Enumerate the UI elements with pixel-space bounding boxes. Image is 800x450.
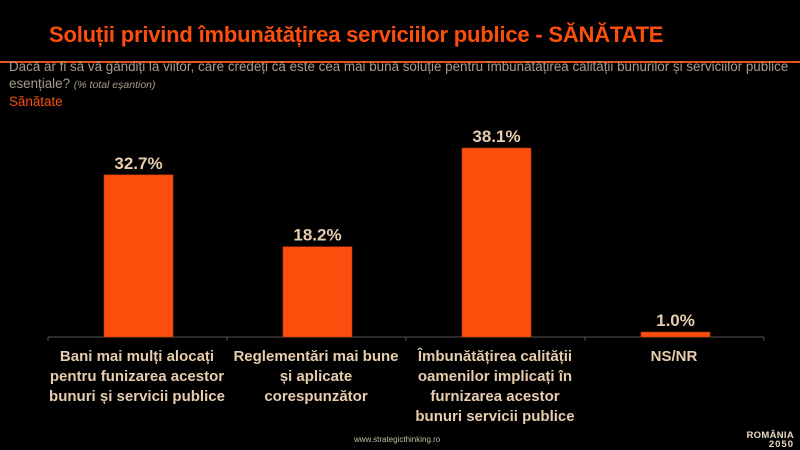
data-label: 1.0% <box>656 311 695 330</box>
page-title: Soluții privind îmbunătățirea serviciilo… <box>49 22 664 47</box>
bar <box>103 174 174 338</box>
question-note: (% total eșantion) <box>73 79 156 91</box>
logo-line1: ROMÂNIA <box>746 430 794 441</box>
logo-line2: 2050 <box>768 439 794 450</box>
bar <box>461 147 532 338</box>
category-label: NS/NR <box>650 348 698 365</box>
category-label: Bani mai mulți alocați pentru funizarea … <box>49 348 225 405</box>
question-text: Dacă ar fi să vă gândiți la viitor, care… <box>9 59 789 91</box>
data-label: 38.1% <box>472 127 520 146</box>
category-label: Îmbunătățirea calității oamenilor implic… <box>415 348 575 425</box>
romania-2050-logo: ROMÂNIA 2050 <box>746 430 795 450</box>
bar <box>282 246 353 338</box>
survey-question: Dacă ar fi să vă gândiți la viitor, care… <box>9 58 799 94</box>
category-label: Reglementări mai bune și aplicate coresp… <box>233 348 399 405</box>
bar <box>640 331 711 338</box>
data-label: 32.7% <box>114 154 162 173</box>
chart-subtitle: Sănătate <box>9 94 63 109</box>
data-labels: 32.7% 18.2% 38.1% 1.0% <box>114 127 694 330</box>
footer-url: www.strategicthinking.ro <box>354 435 441 444</box>
data-label: 18.2% <box>293 226 341 245</box>
bars <box>103 147 711 338</box>
x-axis <box>47 336 765 341</box>
title-divider <box>0 61 800 63</box>
